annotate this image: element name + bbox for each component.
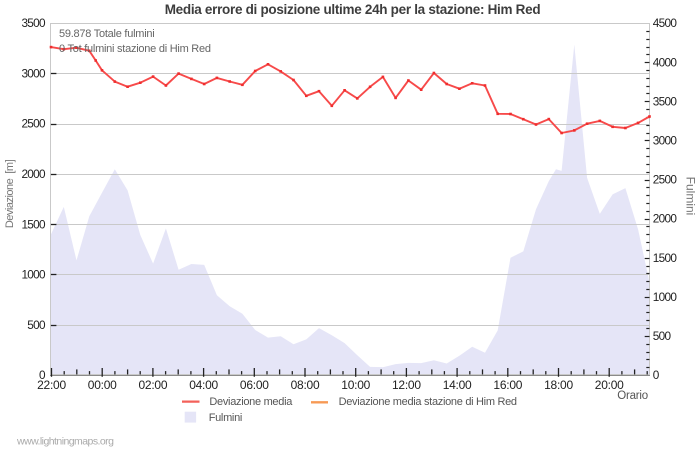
- svg-text:0 Tot fulmini stazione di Him: 0 Tot fulmini stazione di Him Red: [59, 43, 211, 55]
- svg-text:0: 0: [653, 368, 660, 382]
- svg-text:3500: 3500: [21, 16, 46, 30]
- svg-text:18:00: 18:00: [544, 378, 573, 392]
- svg-text:2500: 2500: [21, 117, 46, 131]
- svg-text:Fulmini: Fulmini: [209, 412, 242, 424]
- svg-text:3000: 3000: [21, 67, 46, 81]
- svg-text:4000: 4000: [653, 55, 678, 69]
- svg-text:22:00: 22:00: [37, 378, 66, 392]
- svg-text:www.lightningmaps.org: www.lightningmaps.org: [16, 436, 114, 448]
- svg-text:1000: 1000: [21, 268, 46, 282]
- svg-text:06:00: 06:00: [240, 378, 269, 392]
- svg-text:Media errore di posizione ulti: Media errore di posizione ultime 24h per…: [165, 2, 541, 17]
- svg-text:16:00: 16:00: [493, 378, 522, 392]
- svg-text:02:00: 02:00: [139, 378, 168, 392]
- svg-text:500: 500: [27, 318, 46, 332]
- svg-text:20:00: 20:00: [595, 378, 624, 392]
- svg-text:Deviazione media stazione di H: Deviazione media stazione di Him Red: [339, 396, 517, 408]
- svg-text:10:00: 10:00: [341, 378, 370, 392]
- svg-text:12:00: 12:00: [392, 378, 421, 392]
- svg-text:04:00: 04:00: [189, 378, 218, 392]
- svg-text:Fulmini: Fulmini: [684, 177, 698, 216]
- svg-text:1000: 1000: [653, 290, 678, 304]
- svg-text:Deviazione [m]: Deviazione [m]: [4, 159, 16, 228]
- svg-text:2000: 2000: [21, 167, 46, 181]
- svg-text:0: 0: [39, 368, 46, 382]
- svg-text:1500: 1500: [653, 251, 678, 265]
- svg-text:500: 500: [653, 329, 672, 343]
- svg-text:Orario: Orario: [617, 390, 648, 402]
- svg-text:2500: 2500: [653, 173, 678, 187]
- svg-text:4500: 4500: [653, 16, 678, 30]
- svg-text:3000: 3000: [653, 134, 678, 148]
- svg-text:59.878 Totale fulmini: 59.878 Totale fulmini: [59, 28, 154, 40]
- svg-text:00:00: 00:00: [88, 378, 117, 392]
- svg-text:Deviazione media: Deviazione media: [209, 396, 293, 408]
- svg-text:1500: 1500: [21, 217, 46, 231]
- svg-text:14:00: 14:00: [443, 378, 472, 392]
- svg-text:2000: 2000: [653, 212, 678, 226]
- svg-text:08:00: 08:00: [291, 378, 320, 392]
- svg-text:3500: 3500: [653, 94, 678, 108]
